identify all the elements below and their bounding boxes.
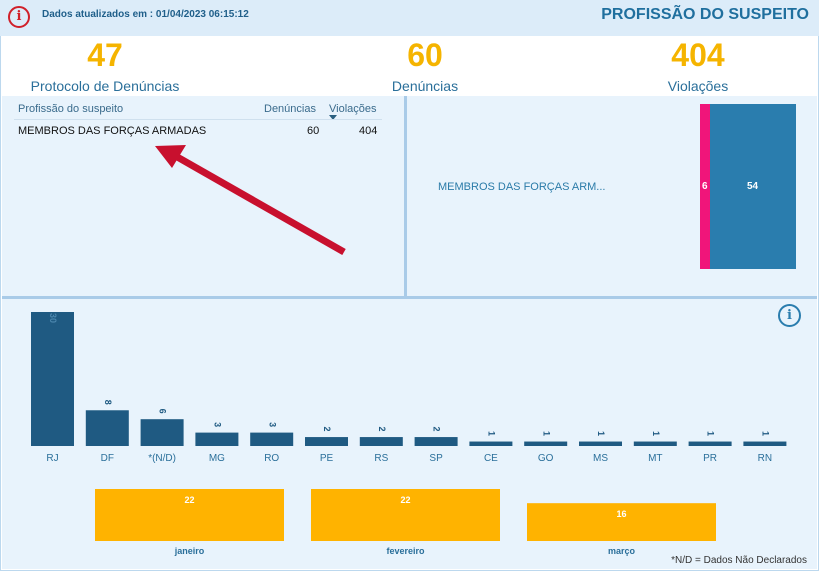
header-bar: i Dados atualizados em : 01/04/2023 06:1…	[0, 0, 819, 36]
bar-fevereiro[interactable]	[311, 489, 500, 541]
tick-label: RS	[374, 453, 388, 464]
tick-label: março	[608, 546, 636, 556]
chart-info-icon[interactable]: i	[778, 304, 801, 327]
tick-label: fevereiro	[386, 546, 425, 556]
arrow-icon	[170, 150, 346, 256]
bar-CE[interactable]	[469, 441, 513, 446]
tick-label: SP	[429, 453, 443, 464]
stack-segment-small[interactable]	[700, 104, 710, 269]
data-label: 2	[322, 427, 332, 432]
state-bar-chart: 30 RJ 8 DF 6 *(N/D) 3 MG 3 RO 2 PE 2 RS 2 SP 1 CE 1 GO 1 MS 1 M…	[31, 312, 787, 464]
tick-label: MS	[593, 453, 608, 464]
data-label: 1	[487, 431, 497, 436]
data-label: 2	[377, 427, 387, 432]
bar-MG[interactable]	[195, 432, 239, 446]
stack-segment-label: 54	[747, 181, 759, 192]
data-label: 6	[158, 409, 168, 414]
data-label: 16	[616, 509, 626, 519]
tick-label: MT	[648, 453, 662, 464]
column-header-violacoes[interactable]: Violações	[329, 103, 377, 115]
data-label: 1	[541, 431, 551, 436]
stack-segment-label: 6	[702, 181, 708, 192]
kpi-label: Violações	[667, 78, 729, 94]
updated-timestamp: Dados atualizados em : 01/04/2023 06:15:…	[42, 9, 249, 20]
kpi-protocolos: 47 Protocolo de Denúncias	[20, 38, 190, 94]
tick-label: DF	[101, 453, 114, 464]
data-label: 22	[184, 495, 194, 505]
data-label: 8	[103, 400, 113, 405]
tick-label: *(N/D)	[148, 453, 176, 464]
data-label: 1	[596, 431, 606, 436]
bar-MT[interactable]	[633, 441, 677, 446]
tick-label: PR	[703, 453, 717, 464]
cell-violacoes: 404	[359, 125, 378, 137]
kpi-value: 47	[87, 37, 123, 73]
tick-label: RO	[264, 453, 279, 464]
data-label: 3	[267, 422, 277, 427]
cell-denuncias: 60	[307, 125, 320, 137]
arrowhead-icon	[155, 145, 186, 168]
data-label: 1	[706, 431, 716, 436]
column-header-denuncias[interactable]: Denúncias	[264, 103, 316, 115]
bar-*(N/D)[interactable]	[140, 419, 184, 446]
divider	[14, 119, 382, 120]
info-alert-icon[interactable]: i	[8, 6, 30, 28]
tick-label: RJ	[46, 453, 58, 464]
divider	[404, 96, 407, 296]
footnote: *N/D = Dados Não Declarados	[671, 555, 807, 566]
profession-table-panel	[2, 96, 404, 296]
tick-label: CE	[484, 453, 498, 464]
tick-label: RN	[758, 453, 772, 464]
data-label: 30	[48, 313, 58, 323]
tick-label: janeiro	[174, 546, 205, 556]
kpi-denuncias: 60 Denúncias	[340, 38, 510, 94]
bar-RS[interactable]	[359, 437, 403, 446]
stack-category-label: MEMBROS DAS FORÇAS ARM...	[438, 181, 606, 193]
sort-desc-icon[interactable]	[329, 115, 337, 120]
tick-label: MG	[209, 453, 225, 464]
bar-MS[interactable]	[579, 441, 622, 446]
bar-RJ[interactable]	[31, 312, 74, 446]
bar-GO[interactable]	[524, 441, 568, 446]
tick-label: PE	[320, 453, 334, 464]
month-bar-chart: 22 janeiro 22 fevereiro 16 março	[95, 489, 716, 556]
kpi-violacoes: 404 Violações	[613, 38, 783, 94]
bar-DF[interactable]	[85, 410, 129, 446]
bar-RO[interactable]	[250, 432, 294, 446]
column-header-profession[interactable]: Profissão do suspeito	[18, 103, 124, 115]
divider	[2, 296, 817, 299]
kpi-value: 404	[671, 37, 725, 73]
bar-PE[interactable]	[305, 437, 348, 446]
bar-SP[interactable]	[414, 437, 458, 446]
kpi-label: Denúncias	[391, 78, 459, 94]
data-label: 3	[213, 422, 223, 427]
bar-março[interactable]	[527, 503, 716, 541]
page-title: PROFISSÃO DO SUSPEITO	[601, 6, 809, 23]
bar-PR[interactable]	[688, 441, 732, 446]
data-label: 2	[432, 427, 442, 432]
tick-label: GO	[538, 453, 554, 464]
data-label: 1	[761, 431, 771, 436]
bar-RN[interactable]	[743, 441, 787, 446]
data-label: 1	[651, 431, 661, 436]
kpi-label: Protocolo de Denúncias	[30, 78, 180, 94]
data-label: 22	[400, 495, 410, 505]
kpi-value: 60	[407, 37, 443, 73]
cell-profession: MEMBROS DAS FORÇAS ARMADAS	[18, 125, 207, 137]
bar-janeiro[interactable]	[95, 489, 284, 541]
stack-segment-large[interactable]	[710, 104, 796, 269]
